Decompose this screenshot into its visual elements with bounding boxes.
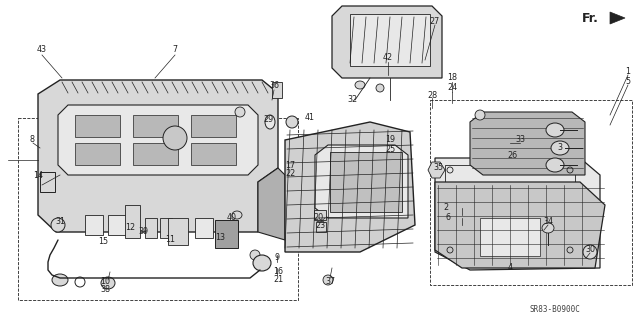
Text: 23: 23: [315, 220, 325, 229]
Text: 31: 31: [55, 218, 65, 226]
Text: 41: 41: [305, 114, 315, 122]
Text: 28: 28: [427, 91, 437, 100]
Bar: [75, 115, 120, 137]
Text: 5: 5: [625, 78, 630, 86]
Polygon shape: [435, 182, 605, 268]
Text: 9: 9: [275, 254, 280, 263]
Polygon shape: [470, 112, 585, 175]
Ellipse shape: [250, 250, 260, 260]
Text: 20: 20: [313, 213, 323, 222]
Bar: [445, 165, 575, 255]
Bar: [133, 115, 178, 137]
Ellipse shape: [235, 107, 245, 117]
Text: 38: 38: [100, 286, 110, 294]
Bar: [191, 143, 236, 165]
Text: SR83-B0900C: SR83-B0900C: [530, 306, 581, 315]
Polygon shape: [108, 215, 126, 235]
Bar: [191, 115, 236, 137]
Polygon shape: [610, 12, 625, 24]
Polygon shape: [145, 218, 157, 238]
Text: 36: 36: [269, 80, 279, 90]
Text: 8: 8: [29, 136, 35, 145]
Polygon shape: [195, 218, 213, 238]
Ellipse shape: [551, 141, 569, 155]
Text: 27: 27: [430, 18, 440, 26]
Bar: [480, 218, 540, 256]
Text: 39: 39: [138, 227, 148, 236]
Bar: [75, 143, 120, 165]
Text: 21: 21: [273, 276, 283, 285]
Text: 10: 10: [100, 278, 110, 286]
Text: 1: 1: [625, 68, 630, 77]
Text: 43: 43: [37, 46, 47, 55]
Text: 33: 33: [515, 136, 525, 145]
Text: 2: 2: [444, 204, 449, 212]
Polygon shape: [85, 215, 103, 235]
Text: 29: 29: [263, 115, 273, 124]
Text: 14: 14: [33, 170, 43, 180]
Ellipse shape: [163, 126, 187, 150]
Text: 19: 19: [385, 136, 395, 145]
Ellipse shape: [542, 223, 554, 233]
Text: 35: 35: [433, 164, 443, 173]
Text: 30: 30: [585, 246, 595, 255]
Polygon shape: [215, 220, 238, 248]
Text: 42: 42: [383, 54, 393, 63]
Polygon shape: [315, 145, 408, 218]
Text: 13: 13: [215, 234, 225, 242]
Bar: [350, 14, 430, 66]
Polygon shape: [428, 162, 445, 178]
Text: 25: 25: [385, 145, 395, 154]
Polygon shape: [168, 218, 188, 245]
Text: 17: 17: [285, 160, 295, 169]
Ellipse shape: [376, 84, 384, 92]
Ellipse shape: [52, 274, 68, 286]
Bar: [272, 82, 282, 98]
Text: 12: 12: [125, 224, 135, 233]
Polygon shape: [285, 122, 415, 252]
Bar: [133, 143, 178, 165]
Text: 24: 24: [447, 84, 457, 93]
Polygon shape: [125, 205, 140, 238]
Text: 3: 3: [557, 144, 563, 152]
Ellipse shape: [546, 123, 564, 137]
Ellipse shape: [546, 158, 564, 172]
Text: 15: 15: [98, 238, 108, 247]
Text: 26: 26: [507, 151, 517, 160]
Ellipse shape: [475, 110, 485, 120]
Text: 22: 22: [285, 168, 295, 177]
Text: 37: 37: [325, 278, 335, 286]
Text: Fr.: Fr.: [582, 11, 598, 25]
Polygon shape: [435, 158, 600, 270]
Polygon shape: [40, 172, 55, 192]
Bar: [330, 152, 402, 212]
Bar: [18, 118, 298, 300]
Text: 16: 16: [273, 268, 283, 277]
Text: 7: 7: [172, 46, 177, 55]
Polygon shape: [332, 6, 442, 78]
Text: 40: 40: [227, 213, 237, 222]
Polygon shape: [160, 218, 172, 238]
Text: 32: 32: [347, 95, 357, 105]
Polygon shape: [58, 105, 258, 175]
Polygon shape: [258, 168, 285, 240]
Bar: [314, 210, 326, 220]
Text: 11: 11: [165, 235, 175, 244]
Ellipse shape: [232, 211, 242, 219]
Polygon shape: [38, 80, 278, 232]
Text: 18: 18: [447, 73, 457, 83]
Ellipse shape: [101, 277, 115, 289]
Ellipse shape: [253, 255, 271, 271]
Bar: [430, 100, 632, 285]
Ellipse shape: [265, 115, 275, 129]
Text: 4: 4: [508, 263, 513, 272]
Text: 6: 6: [445, 213, 451, 222]
Bar: [316, 222, 326, 232]
Ellipse shape: [286, 116, 298, 128]
Ellipse shape: [355, 81, 365, 89]
Ellipse shape: [51, 218, 65, 232]
Text: 34: 34: [543, 218, 553, 226]
Ellipse shape: [323, 275, 333, 285]
Ellipse shape: [583, 245, 597, 259]
